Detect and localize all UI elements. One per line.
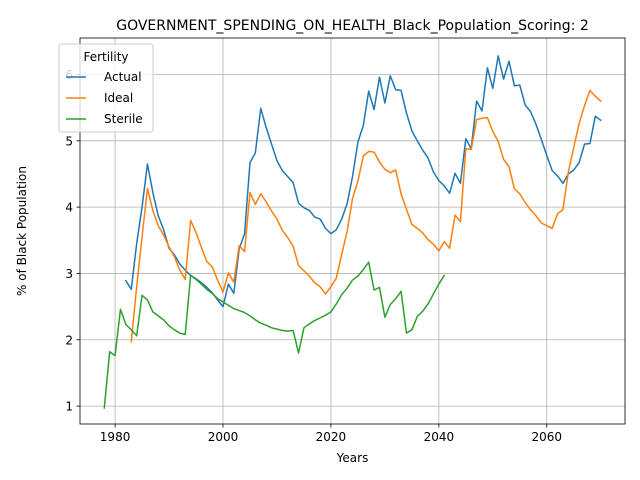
- legend-box: [58, 43, 154, 133]
- legend-label-sterile: Sterile: [104, 112, 143, 126]
- series-line-actual: [124, 55, 602, 308]
- x-tick-label-2060: 2060: [531, 430, 562, 444]
- x-tick-label-2020: 2020: [316, 430, 347, 444]
- grid: [80, 38, 625, 424]
- series-line-sterile: [103, 261, 446, 409]
- plot-frame: [79, 37, 626, 425]
- chart-title: GOVERNMENT_SPENDING_ON_HEALTH_Black_Popu…: [116, 18, 589, 34]
- y-tick-label-3: 3: [65, 267, 73, 281]
- legend: Fertility Actual Ideal Sterile: [58, 43, 154, 133]
- legend-label-actual: Actual: [104, 70, 142, 84]
- series-layer: [103, 55, 602, 409]
- y-tick-label-4: 4: [65, 201, 73, 215]
- series-line-ideal: [130, 89, 602, 343]
- y-tick-label-1: 1: [65, 400, 73, 414]
- legend-label-ideal: Ideal: [104, 91, 133, 105]
- y-axis-label: % of Black Population: [15, 166, 29, 296]
- y-tick-label-5: 5: [65, 134, 73, 148]
- x-tick-label-1980: 1980: [100, 430, 131, 444]
- x-axis-label: Years: [336, 451, 369, 465]
- legend-title: Fertility: [83, 50, 128, 64]
- x-tick-label-2000: 2000: [208, 430, 239, 444]
- x-tick-label-2040: 2040: [424, 430, 455, 444]
- y-tick-label-2: 2: [65, 333, 73, 347]
